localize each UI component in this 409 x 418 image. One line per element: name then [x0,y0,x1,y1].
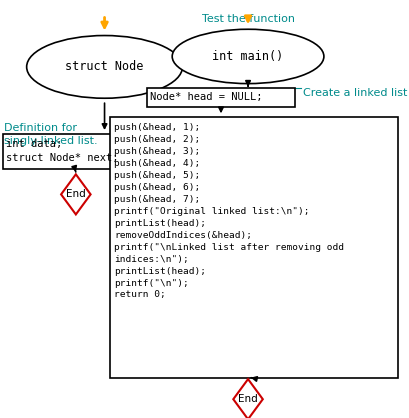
Text: Create a linked list: Create a linked list [303,88,407,98]
Text: End: End [66,189,85,199]
Text: Node* head = NULL;: Node* head = NULL; [149,92,261,102]
Text: End: End [238,394,257,404]
Ellipse shape [27,36,182,98]
Polygon shape [233,379,262,418]
FancyBboxPatch shape [110,117,397,378]
Text: int main(): int main() [212,50,283,63]
Ellipse shape [172,29,323,84]
FancyBboxPatch shape [3,134,146,169]
Text: Definition for
singly-linked list.: Definition for singly-linked list. [4,123,97,146]
Polygon shape [61,174,90,214]
FancyBboxPatch shape [146,88,294,107]
Text: Test the function: Test the function [201,14,294,24]
Text: push(&head, 1);
push(&head, 2);
push(&head, 3);
push(&head, 4);
push(&head, 5);
: push(&head, 1); push(&head, 2); push(&he… [114,123,343,299]
Text: int data;
struct Node* next;: int data; struct Node* next; [6,139,118,163]
Text: struct Node: struct Node [65,60,144,74]
